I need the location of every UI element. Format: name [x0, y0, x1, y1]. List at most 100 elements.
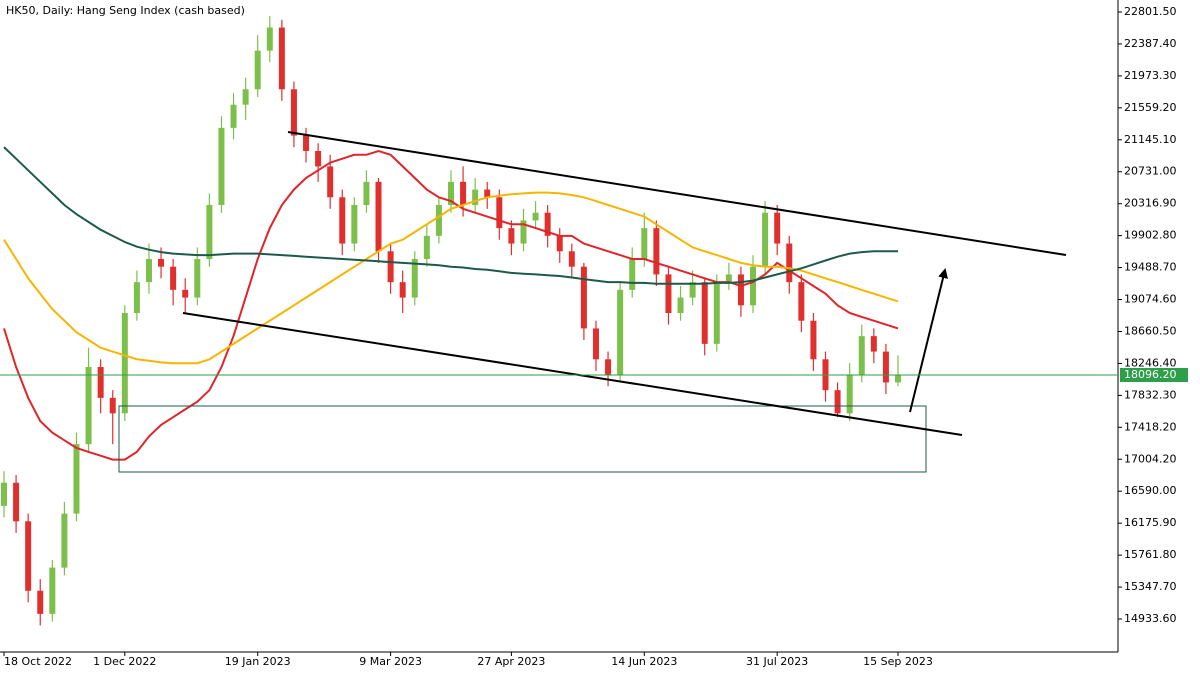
candle-body: [882, 351, 889, 383]
candle-body: [25, 521, 32, 591]
candle-body: [73, 444, 80, 514]
candle-body: [121, 313, 128, 414]
y-tick-label: 22801.50: [1124, 5, 1177, 18]
candle-body: [170, 266, 177, 290]
candle-body: [363, 181, 370, 205]
candle-body: [496, 197, 503, 229]
candle-body: [605, 359, 612, 375]
candle-body: [411, 258, 418, 298]
candle-body: [568, 251, 575, 267]
candle-body: [1, 482, 7, 506]
x-tick-label: 31 Jul 2023: [746, 655, 808, 668]
candle-body: [641, 228, 648, 259]
candle-body: [544, 212, 551, 236]
y-tick-label: 19488.70: [1124, 261, 1177, 274]
chart-title: HK50, Daily: Hang Seng Index (cash based…: [6, 4, 245, 17]
y-tick-label: 18246.40: [1124, 356, 1177, 369]
candle-body: [508, 228, 515, 244]
moving-average: [3, 191, 899, 365]
candle-body: [290, 89, 297, 136]
y-tick-label: 17004.20: [1124, 452, 1177, 465]
x-tick-label: 9 Mar 2023: [359, 655, 422, 668]
candle-body: [713, 282, 720, 344]
moving-average: [3, 146, 898, 285]
candle-body: [484, 189, 491, 198]
candle-body: [182, 289, 189, 298]
candle-body: [158, 258, 165, 267]
y-tick-label: 16175.90: [1124, 516, 1177, 529]
candle-body: [61, 513, 68, 568]
candle-body: [145, 258, 152, 283]
candle-body: [460, 181, 467, 205]
candle-body: [375, 181, 382, 252]
candle-body: [194, 258, 201, 298]
y-tick-label: 17418.20: [1124, 420, 1177, 433]
candle-body: [266, 27, 273, 51]
candle-body: [242, 89, 249, 105]
candle-body: [592, 328, 599, 360]
x-tick-label: 14 Jun 2023: [611, 655, 677, 668]
y-tick-label: 20731.00: [1124, 165, 1177, 178]
candle-body: [472, 189, 479, 205]
y-tick-label: 21145.10: [1124, 133, 1177, 146]
y-tick-label: 14933.60: [1124, 612, 1177, 625]
moving-average: [3, 149, 899, 461]
x-tick-label: 15 Sep 2023: [863, 655, 933, 668]
candle-body: [327, 166, 334, 198]
projection-arrow: [909, 268, 948, 413]
candle-body: [701, 282, 708, 344]
y-tick-label: 15761.80: [1124, 548, 1177, 561]
y-tick-label: 21559.20: [1124, 101, 1177, 114]
candle-body: [786, 243, 793, 283]
candle-body: [774, 212, 781, 244]
candle-body: [520, 220, 527, 244]
y-tick-label: 20316.90: [1124, 197, 1177, 210]
last-price-tag: [1120, 368, 1188, 383]
candle-body: [85, 367, 92, 445]
candle-body: [399, 282, 406, 298]
candle-body: [351, 204, 358, 244]
candle-body: [870, 336, 877, 352]
x-tick-label: 18 Oct 2022: [4, 655, 72, 668]
candle-body: [37, 590, 44, 614]
x-tick-label: 27 Apr 2023: [477, 655, 545, 668]
y-tick-label: 15347.70: [1124, 580, 1177, 593]
candle-body: [677, 297, 684, 314]
y-tick-label: 19902.80: [1124, 229, 1177, 242]
candle-body: [387, 251, 394, 283]
last-price-label: 18096.20: [1124, 368, 1177, 381]
candle-body: [315, 150, 322, 167]
candle-body: [206, 204, 213, 259]
x-tick-label: 1 Dec 2022: [93, 655, 156, 668]
candle-body: [278, 27, 285, 90]
candle-body: [303, 135, 310, 151]
candle-body: [13, 482, 20, 522]
candle-body: [725, 274, 732, 283]
candle-body: [846, 374, 853, 414]
candle-body: [339, 197, 346, 244]
candle-body: [435, 204, 442, 236]
candle-body: [810, 320, 817, 360]
y-tick-label: 17832.30: [1124, 388, 1177, 401]
y-tick-label: 16590.00: [1124, 484, 1177, 497]
candle-body: [230, 104, 237, 128]
candle-body: [798, 282, 805, 321]
candle-body: [750, 266, 757, 306]
candle-body: [629, 258, 636, 290]
candle-body: [762, 212, 769, 267]
candle-body: [218, 127, 225, 205]
x-tick-label: 19 Jan 2023: [225, 655, 291, 668]
candle-body: [49, 567, 56, 614]
candle-body: [834, 390, 841, 414]
plot: [1, 15, 901, 626]
y-tick-label: 18660.50: [1124, 324, 1177, 337]
candle-body: [423, 235, 430, 259]
candle-body: [689, 282, 696, 298]
candle-body: [254, 50, 261, 90]
candle-body: [556, 235, 563, 252]
candle-body: [617, 289, 624, 375]
support-zone: [118, 405, 927, 473]
candle-body: [133, 282, 140, 314]
candle-body: [737, 274, 744, 306]
